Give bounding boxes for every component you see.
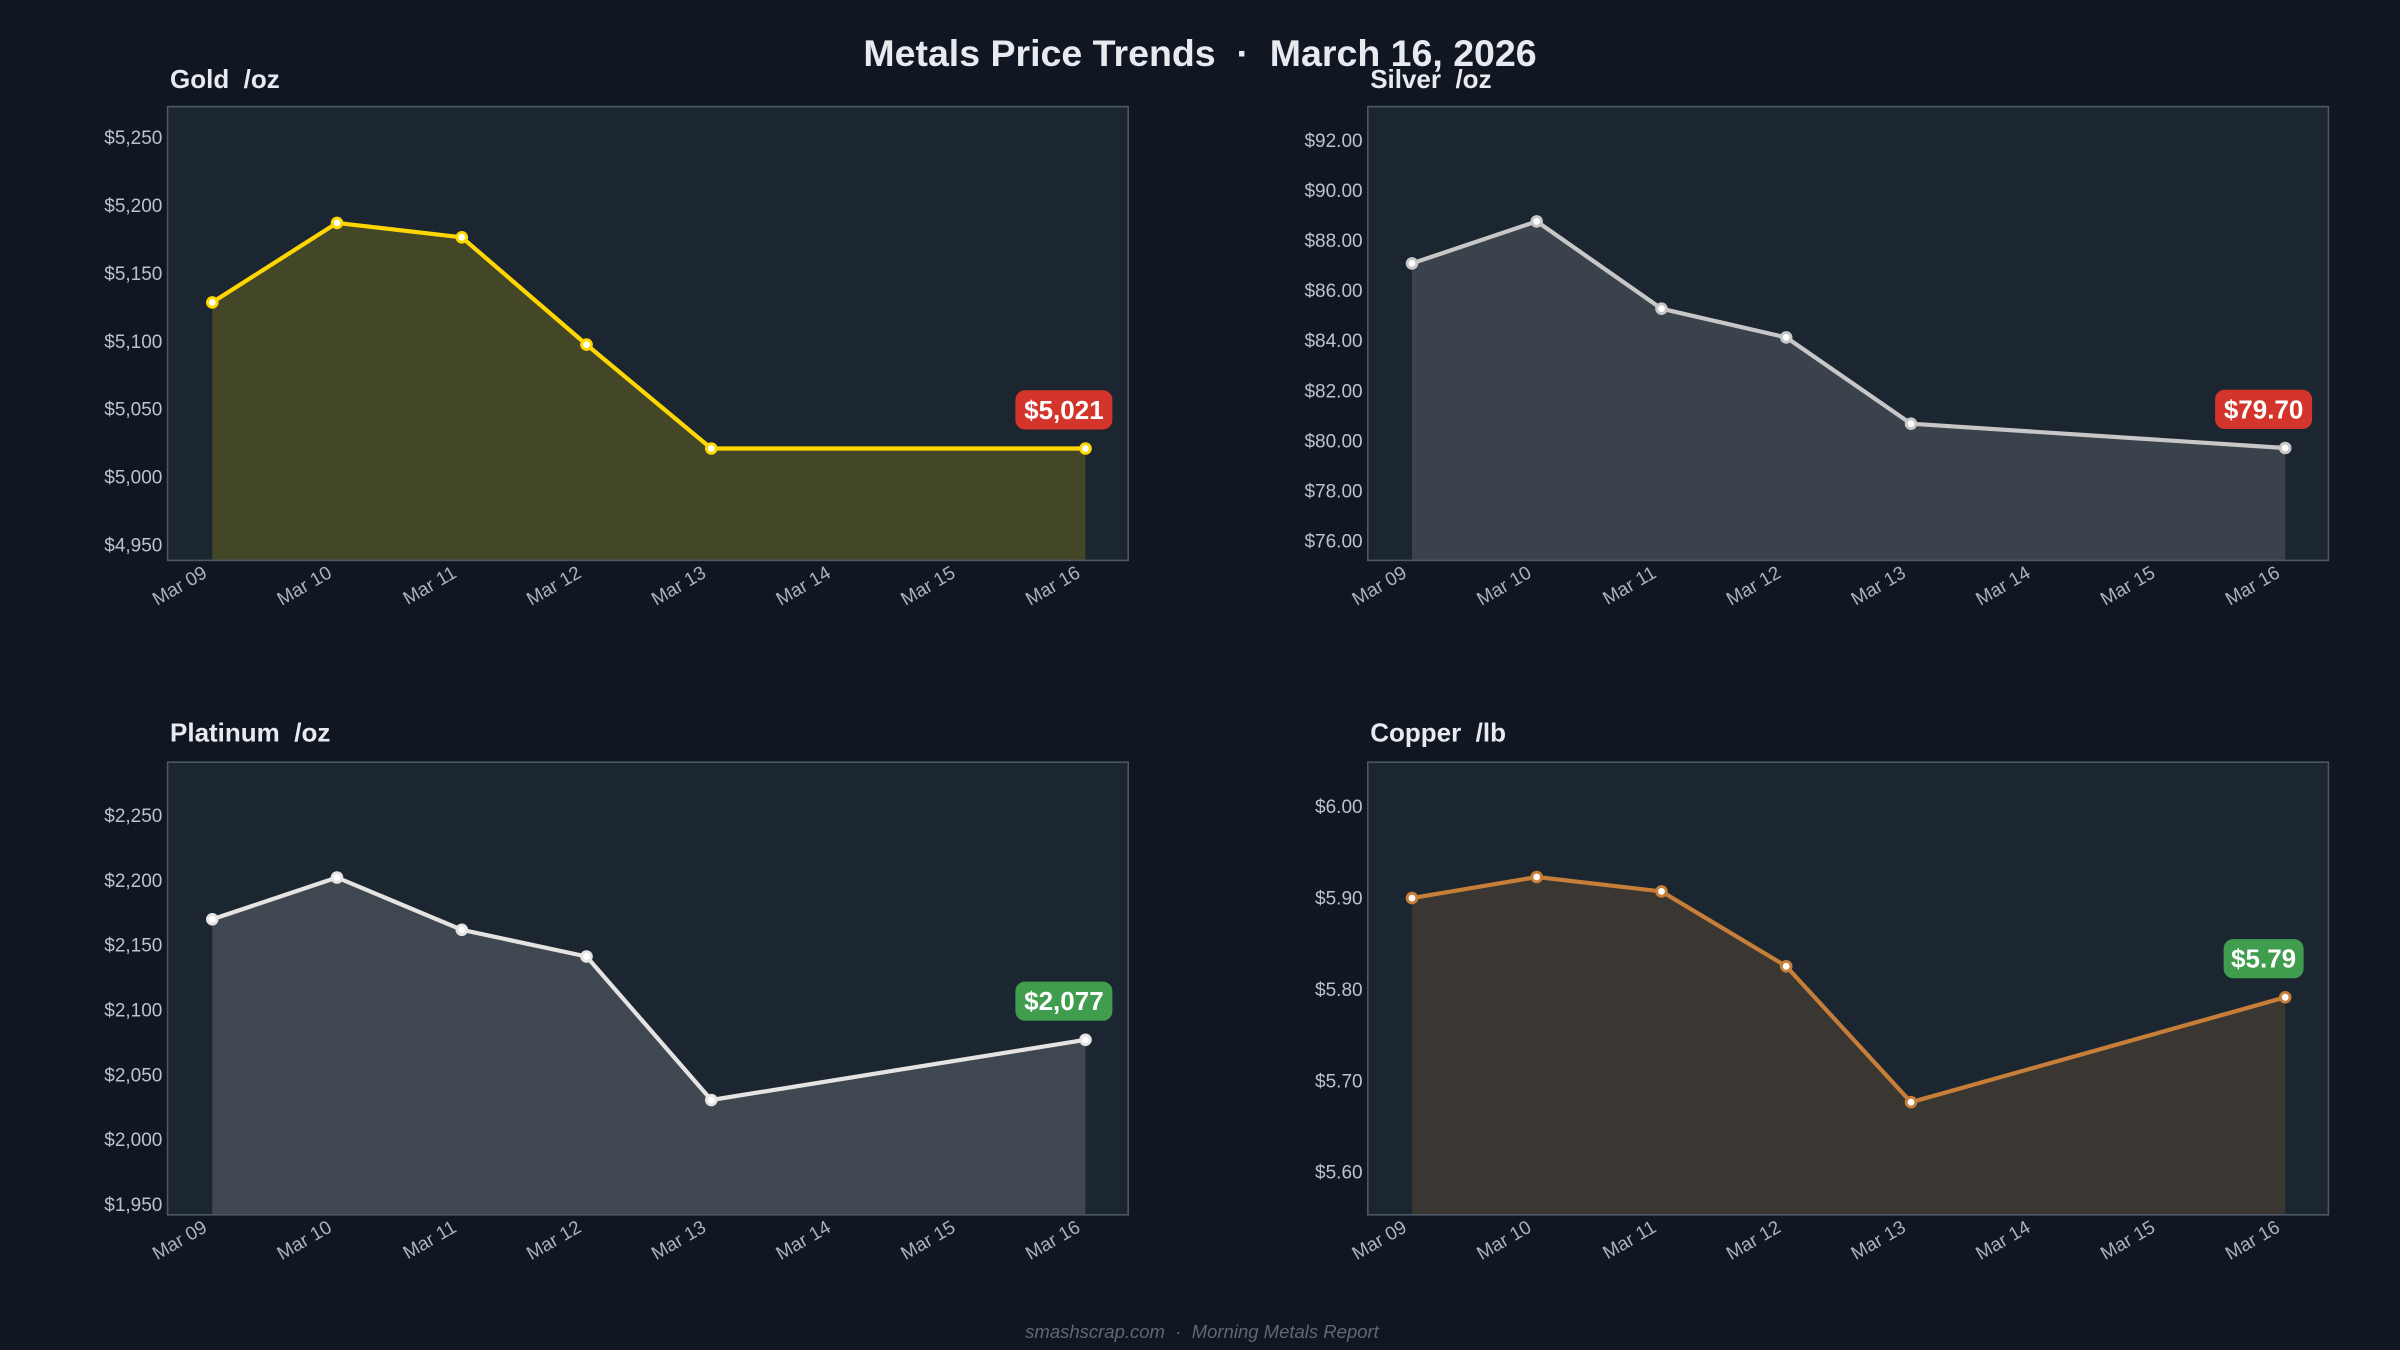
svg-text:$1,950: $1,950 (104, 1195, 162, 1216)
svg-text:Silver /oz: Silver /oz (1370, 64, 1491, 94)
svg-text:$5.90: $5.90 (1315, 889, 1363, 910)
svg-text:$76.00: $76.00 (1304, 532, 1362, 553)
svg-text:$2,100: $2,100 (104, 1001, 162, 1022)
svg-text:$5,150: $5,150 (104, 264, 162, 285)
svg-text:Platinum /oz: Platinum /oz (170, 718, 330, 748)
svg-text:$92.00: $92.00 (1304, 131, 1362, 152)
svg-text:$5.79: $5.79 (2231, 944, 2296, 974)
svg-text:$82.00: $82.00 (1304, 381, 1362, 402)
svg-text:Gold /oz: Gold /oz (170, 64, 280, 94)
svg-text:$80.00: $80.00 (1304, 431, 1362, 452)
svg-text:$5.70: $5.70 (1315, 1071, 1363, 1092)
svg-text:$6.00: $6.00 (1315, 797, 1363, 818)
svg-text:$2,200: $2,200 (104, 871, 162, 892)
svg-text:$5.60: $5.60 (1315, 1163, 1363, 1184)
svg-text:$2,000: $2,000 (104, 1130, 162, 1151)
svg-text:$4,950: $4,950 (104, 536, 162, 557)
svg-text:$84.00: $84.00 (1304, 331, 1362, 352)
svg-text:$2,150: $2,150 (104, 936, 162, 957)
svg-text:$2,050: $2,050 (104, 1065, 162, 1086)
svg-text:Metals Price Trends · March: Metals Price Trends · March 16, 2026 (863, 32, 1536, 74)
svg-text:$5,100: $5,100 (104, 332, 162, 353)
svg-text:$79.70: $79.70 (2224, 394, 2304, 424)
svg-text:smashscrap.com · Morning Met: smashscrap.com · Morning Metals Report (1025, 1321, 1380, 1342)
svg-text:$2,250: $2,250 (104, 806, 162, 827)
svg-text:$2,077: $2,077 (1024, 986, 1104, 1016)
svg-text:$5,021: $5,021 (1024, 395, 1104, 425)
svg-text:$5,250: $5,250 (104, 128, 162, 149)
svg-text:$88.00: $88.00 (1304, 231, 1362, 252)
svg-text:$5,200: $5,200 (104, 196, 162, 217)
svg-text:$90.00: $90.00 (1304, 181, 1362, 202)
svg-text:$78.00: $78.00 (1304, 482, 1362, 503)
svg-text:$5,000: $5,000 (104, 468, 162, 489)
svg-text:Copper /lb: Copper /lb (1370, 718, 1506, 748)
svg-text:$5,050: $5,050 (104, 400, 162, 421)
svg-text:$86.00: $86.00 (1304, 281, 1362, 302)
svg-text:$5.80: $5.80 (1315, 980, 1363, 1001)
